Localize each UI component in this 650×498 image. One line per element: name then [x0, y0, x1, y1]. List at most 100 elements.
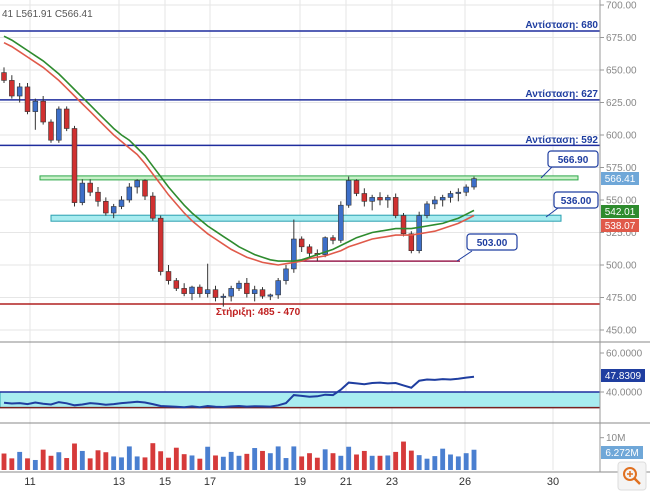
- candle-body: [79, 182, 86, 203]
- candle-body: [134, 180, 140, 188]
- volume-bar: [385, 455, 391, 470]
- volume-bar: [158, 451, 164, 470]
- candle-body: [87, 182, 93, 193]
- price-tick-label: 525.00: [606, 228, 637, 239]
- candle-body: [338, 204, 344, 241]
- volume-bar: [213, 455, 218, 470]
- candle-body: [181, 288, 187, 294]
- volume-bar: [95, 450, 101, 470]
- volume-bar: [244, 453, 250, 470]
- volume-bar: [181, 454, 187, 470]
- volume-bar: [111, 456, 117, 470]
- volume-bar: [471, 449, 477, 470]
- resistance-627-label: Αντίσταση: 627: [525, 89, 598, 100]
- volume-bar: [72, 443, 77, 470]
- volume-bar: [103, 452, 109, 470]
- resistance-592-label: Αντίσταση: 592: [525, 135, 598, 146]
- price-tick-label: 575.00: [606, 163, 637, 174]
- candle-body: [400, 215, 407, 235]
- volume-bar: [119, 457, 124, 470]
- callout-536-text: 536.00: [561, 196, 592, 207]
- x-tick-label: 23: [386, 476, 398, 488]
- volume-bar: [291, 446, 297, 470]
- volume-bar: [228, 451, 234, 470]
- callout-536: 536.00: [545, 191, 599, 218]
- volume-bar: [440, 448, 446, 470]
- candle-body: [298, 238, 305, 248]
- candle-body: [220, 295, 227, 298]
- volume-bar: [267, 453, 273, 470]
- candle-body: [157, 217, 164, 272]
- candle-body: [385, 197, 391, 201]
- candle-body: [63, 108, 70, 129]
- candle-body: [447, 193, 454, 198]
- candle-body: [204, 289, 211, 294]
- volume-bar: [322, 449, 328, 470]
- volume-bar: [64, 458, 70, 470]
- ma-fast-tag: 538.07: [601, 219, 639, 232]
- candle-body: [236, 282, 242, 289]
- zoom-icon[interactable]: [617, 461, 647, 491]
- rsi-tick-label: 40.0000: [606, 388, 643, 399]
- volume-bar: [166, 457, 171, 470]
- volume-bar: [369, 455, 375, 470]
- candle-body: [275, 280, 281, 296]
- candle-body: [439, 197, 446, 201]
- volume-bar: [142, 457, 148, 470]
- price-levels: [0, 30, 600, 305]
- volume-bar: [455, 456, 461, 470]
- candle-body: [408, 233, 415, 252]
- candle-body: [306, 246, 313, 254]
- candle-body: [9, 80, 15, 97]
- candle-body: [197, 286, 203, 294]
- volume-bar: [416, 455, 422, 470]
- price-tick-label: 650.00: [606, 66, 637, 77]
- volume-bar: [56, 452, 62, 470]
- last-price-tag: 566.41: [601, 172, 639, 185]
- ohlc-readout: 41 L561.91 C566.41: [2, 9, 93, 20]
- candle-body: [142, 180, 148, 197]
- candle-body: [95, 191, 101, 202]
- volume-bar: [40, 449, 46, 470]
- rsi-line: [3, 375, 475, 409]
- volume-bar: [32, 459, 38, 470]
- candle-body: [71, 128, 78, 203]
- support-label: Στήριξη: 485 - 470: [216, 307, 301, 318]
- ma-fast-text: 538.07: [605, 221, 636, 232]
- volume-bar: [338, 455, 344, 470]
- volume-tick-label: 10M: [606, 433, 625, 444]
- volume-bar: [346, 446, 352, 470]
- candle-body: [1, 72, 7, 81]
- volume-bar: [307, 453, 312, 470]
- candle-body: [345, 180, 352, 206]
- moving-averages: [3, 35, 475, 266]
- price-tick-label: 450.00: [606, 326, 637, 337]
- x-tick-label: 26: [459, 476, 471, 488]
- volume-bar: [134, 456, 140, 470]
- axes: 450.00 475.00 500.00 525.00 550.00 575.00 600.…: [0, 0, 650, 488]
- candle-body: [16, 86, 23, 97]
- volume-bar: [377, 455, 383, 470]
- candle-body: [32, 100, 39, 112]
- rsi-last-text: 47.8309: [605, 371, 642, 382]
- volume-bar: [432, 456, 438, 470]
- volume-panel: 10M: [1, 433, 625, 470]
- rsi-last-tag: 47.8309: [601, 369, 645, 382]
- x-tick-label: 30: [547, 476, 559, 488]
- candle-body: [48, 121, 54, 141]
- volume-bar: [299, 456, 305, 470]
- volume-last-text: 6.272M: [605, 448, 638, 459]
- rsi-tick-label: 60.0000: [606, 349, 643, 360]
- volume-bar: [150, 443, 156, 470]
- volume-bar: [189, 455, 195, 470]
- candle-body: [173, 280, 180, 289]
- candle-body: [110, 206, 117, 214]
- price-tick-label: 625.00: [606, 98, 637, 109]
- candle-body: [377, 197, 383, 201]
- volume-bar: [463, 453, 469, 470]
- candle-body: [189, 286, 195, 294]
- candles: [1, 67, 477, 307]
- candle-body: [392, 197, 399, 216]
